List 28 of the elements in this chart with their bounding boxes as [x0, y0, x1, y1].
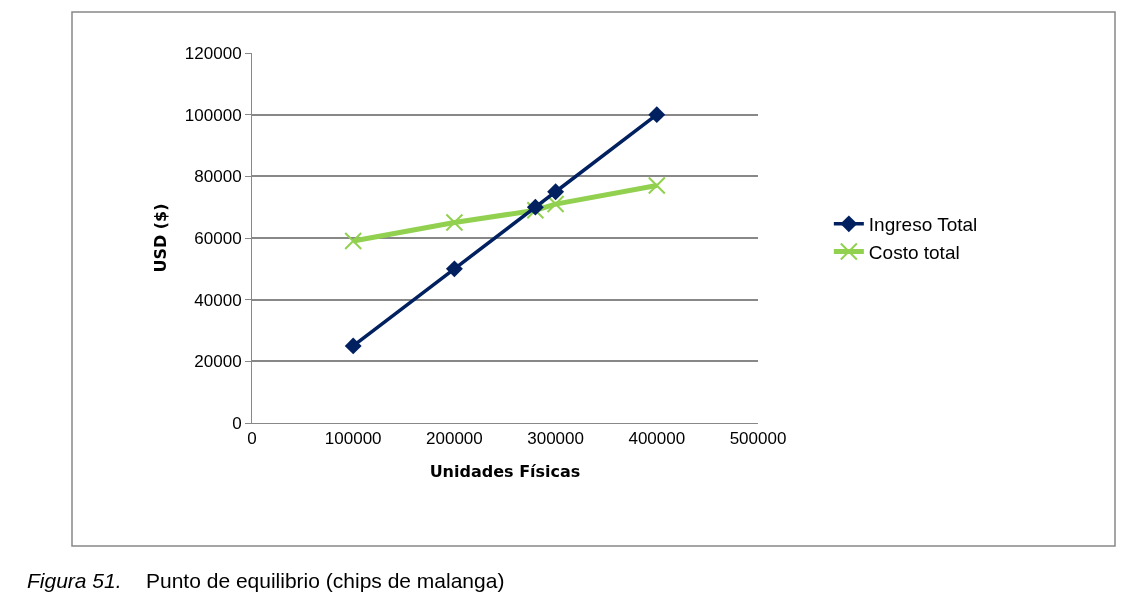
point	[526, 198, 544, 216]
x-tick-label: 400000	[628, 429, 686, 449]
x-axis-title: Unidades Físicas	[429, 462, 581, 482]
y-tick-label: 100000	[184, 105, 242, 125]
y-tick-label: 20000	[194, 352, 242, 372]
point	[547, 183, 565, 201]
point	[344, 232, 363, 251]
text: Figura 51.	[27, 569, 122, 592]
point	[647, 176, 666, 195]
point	[546, 195, 565, 214]
y-tick-label: 80000	[194, 167, 242, 187]
y-tick-label: 40000	[194, 290, 242, 310]
point	[445, 213, 464, 232]
text: Punto de equilibrio (chips de malanga)	[146, 569, 505, 592]
y-tick-label: 0	[232, 413, 242, 433]
x-tick-label: 0	[247, 429, 257, 449]
x-tick-label: 300000	[527, 429, 584, 449]
legend-label: Costo total	[868, 241, 960, 263]
y-axis-title: USD ($)	[150, 203, 170, 273]
x-tick-label: 500000	[729, 429, 787, 449]
x-tick-label: 100000	[324, 429, 382, 449]
point	[648, 106, 666, 124]
x-tick-label: 200000	[426, 429, 483, 449]
point	[445, 260, 463, 278]
legend-label: Ingreso Total	[868, 214, 978, 236]
point	[344, 337, 362, 355]
y-tick-label: 60000	[194, 228, 242, 248]
y-tick-label: 120000	[184, 43, 242, 63]
